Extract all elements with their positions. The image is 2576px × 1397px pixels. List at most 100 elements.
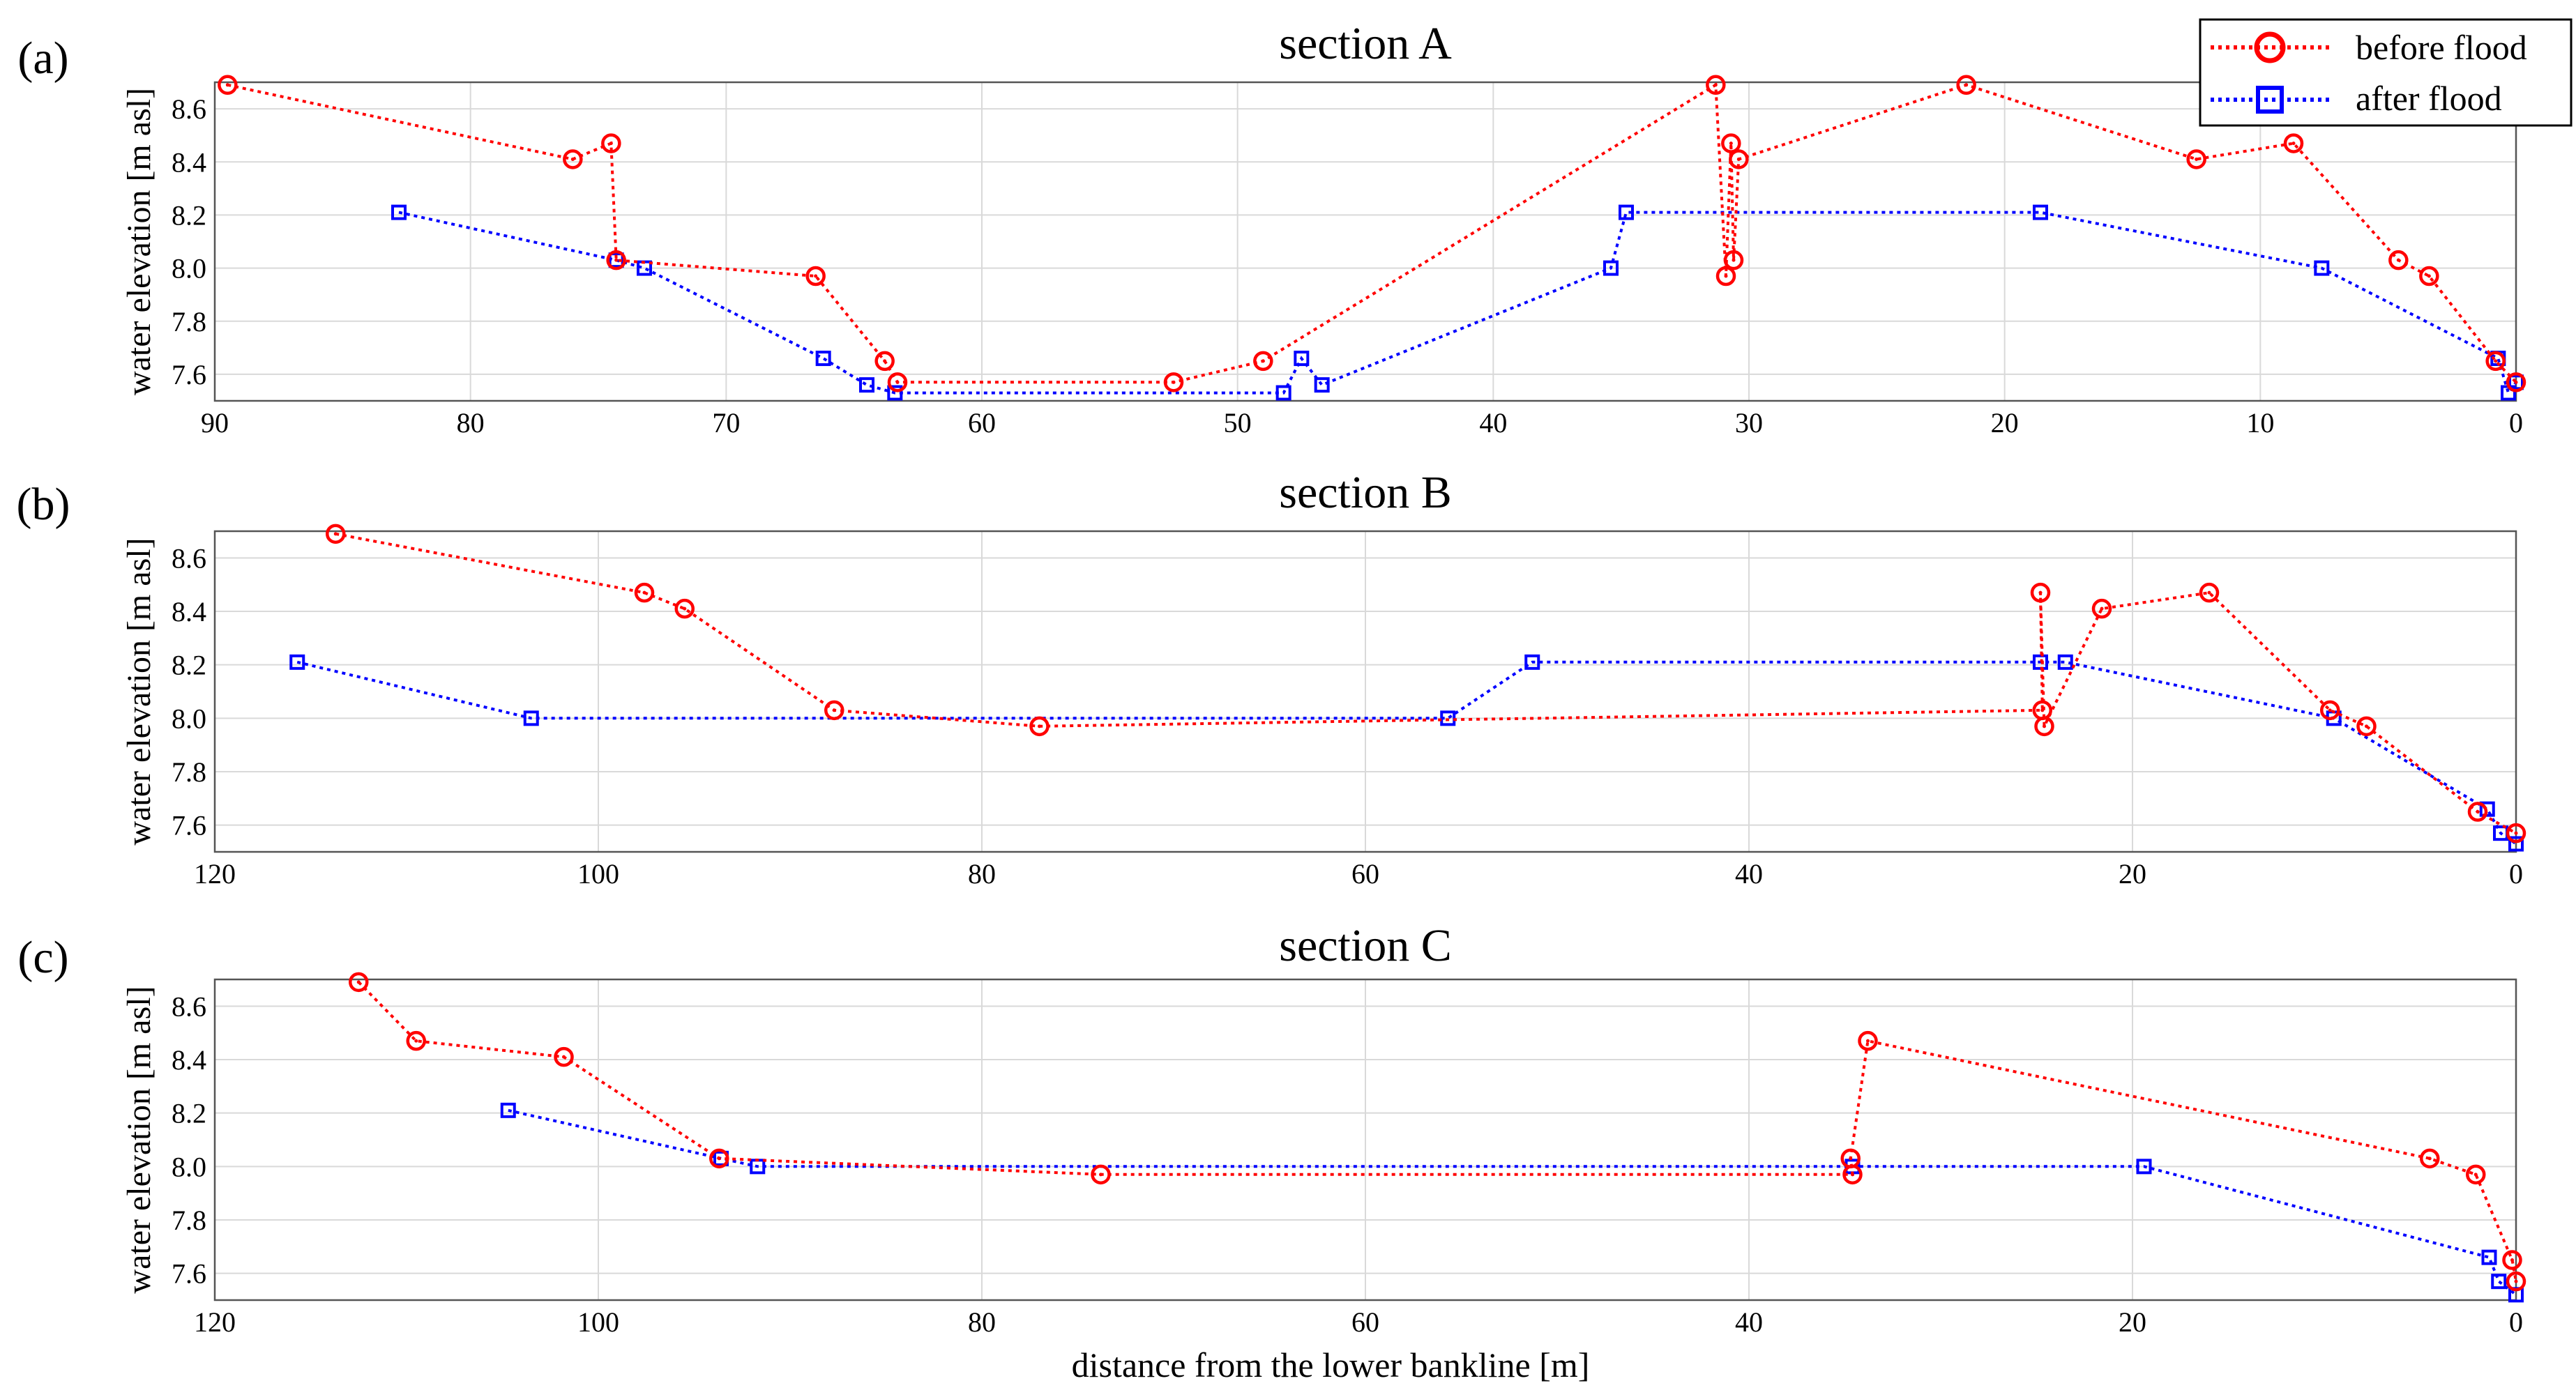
- data-point-center: [2291, 142, 2296, 146]
- data-point-before: [874, 351, 895, 372]
- series-line: [227, 82, 2517, 384]
- data-point-after: [1524, 654, 1540, 670]
- data-point-before: [2091, 598, 2112, 619]
- data-point-center: [2328, 708, 2332, 712]
- data-point-after: [1314, 377, 1330, 393]
- y-tick-label: 8.6: [172, 542, 206, 574]
- data-point-before: [1858, 1030, 1878, 1051]
- data-point-before: [606, 250, 626, 270]
- data-point-before: [709, 1148, 729, 1169]
- data-point-after: [2314, 260, 2330, 276]
- data-point-center: [1038, 724, 1041, 728]
- data-point-before: [1729, 149, 1749, 169]
- series-before-flood: [349, 972, 2526, 1292]
- panel-letter: (c): [17, 932, 68, 983]
- data-point-center: [2514, 380, 2518, 384]
- data-point-center: [1172, 380, 1176, 384]
- y-tick-label: 8.0: [172, 1151, 206, 1182]
- series-after-flood: [500, 1102, 2524, 1303]
- data-point-center: [609, 142, 613, 146]
- data-point-before: [2030, 582, 2051, 603]
- panels: 90 80 70 60 50 40 30 20 10 07.67.88.08.28.48.6sec…: [17, 18, 2526, 1338]
- data-point-before: [1091, 1164, 1111, 1185]
- data-point-center: [1713, 83, 1718, 87]
- data-point-before: [1163, 372, 1184, 392]
- data-point-center: [2494, 359, 2498, 363]
- y-tick-label: 7.8: [172, 306, 206, 337]
- data-point-center: [1736, 157, 1741, 161]
- data-point-before: [2186, 149, 2206, 169]
- data-point-center: [1732, 258, 1736, 262]
- data-point-center: [1851, 1173, 1854, 1177]
- chart-panel-1: 90 80 70 60 50 40 30 20 10 0 7.6 7.8 8.0 8.2 8.4 8.6 sec…: [17, 18, 2526, 438]
- panel-letter: (a): [17, 33, 68, 84]
- data-point-center: [2510, 1258, 2514, 1262]
- data-point-before: [406, 1030, 426, 1051]
- x-tick-label: 100: [577, 1306, 619, 1338]
- data-point-center: [2195, 157, 2199, 161]
- x-tick-label: 30: [1735, 407, 1763, 438]
- data-point-center: [2396, 258, 2400, 262]
- x-axis-label: distance from the lower bankline [m]: [1072, 1345, 1590, 1384]
- data-point-before: [2419, 266, 2439, 287]
- y-tick-label: 8.2: [172, 199, 206, 231]
- x-tick-label: 40: [1735, 858, 1763, 890]
- data-point-center: [1866, 1039, 1870, 1043]
- data-point-before: [601, 133, 621, 153]
- x-tick-label: 40: [1735, 1306, 1763, 1338]
- data-point-after: [500, 1102, 516, 1118]
- data-point-center: [2427, 274, 2431, 278]
- data-point-center: [2100, 606, 2104, 611]
- data-point-center: [2514, 831, 2518, 835]
- data-point-before: [1253, 351, 1273, 372]
- data-point-after: [1619, 204, 1634, 220]
- legend-before-label: before flood: [2356, 28, 2527, 67]
- chart-panel-3: 120 100 80 60 40 20 0 7.6 7.8 8.0 8.2 8.4 8.6 section…: [17, 920, 2526, 1338]
- data-point-before: [1706, 75, 1726, 96]
- data-point-after: [523, 710, 539, 726]
- panel-letter: (b): [17, 479, 70, 530]
- legend-before-marker: [2254, 31, 2286, 63]
- plot-frame: [213, 530, 2517, 853]
- data-point-after: [859, 377, 874, 393]
- data-point-center: [2207, 590, 2211, 595]
- chart-title: section C: [1279, 920, 1451, 971]
- data-point-center: [683, 606, 687, 611]
- y-tick-label: 8.4: [172, 596, 206, 627]
- series-line: [296, 660, 2517, 846]
- data-point-after: [1275, 385, 1291, 401]
- x-tick-label: 0: [2509, 858, 2523, 890]
- data-point-before: [2388, 250, 2409, 270]
- data-point-center: [356, 980, 361, 984]
- y-tick-label: 8.6: [172, 991, 206, 1022]
- x-tick-label: 90: [201, 407, 229, 438]
- x-tick-label: 0: [2509, 1306, 2523, 1338]
- data-point-before: [1723, 250, 1744, 270]
- chart-panel-2: 120 100 80 60 40 20 0 7.6 7.8 8.0 8.2 8.4 8.6 section…: [17, 467, 2526, 890]
- data-point-center: [2514, 1279, 2518, 1283]
- data-point-after: [1294, 351, 1310, 367]
- data-point-before: [1715, 266, 1736, 287]
- data-point-center: [814, 274, 818, 278]
- data-point-center: [225, 83, 229, 87]
- data-point-before: [349, 972, 369, 993]
- data-point-after: [2481, 1249, 2497, 1265]
- series-before-flood: [326, 524, 2526, 843]
- data-point-before: [2420, 1148, 2440, 1169]
- data-point-before: [2467, 802, 2488, 822]
- x-tick-label: 100: [577, 858, 619, 890]
- series-line: [335, 532, 2517, 834]
- data-point-before: [887, 372, 908, 392]
- chart-title: section A: [1279, 18, 1452, 69]
- data-point-after: [2033, 204, 2048, 220]
- data-point-center: [414, 1039, 418, 1043]
- data-point-center: [883, 359, 887, 363]
- y-axis-label: water elevation [m asl]: [121, 88, 158, 395]
- x-tick-label: 80: [457, 407, 485, 438]
- data-point-before: [1721, 133, 1741, 153]
- data-point-after: [815, 351, 831, 367]
- data-point-center: [2040, 708, 2045, 712]
- x-tick-label: 80: [968, 858, 996, 890]
- data-point-center: [614, 258, 619, 262]
